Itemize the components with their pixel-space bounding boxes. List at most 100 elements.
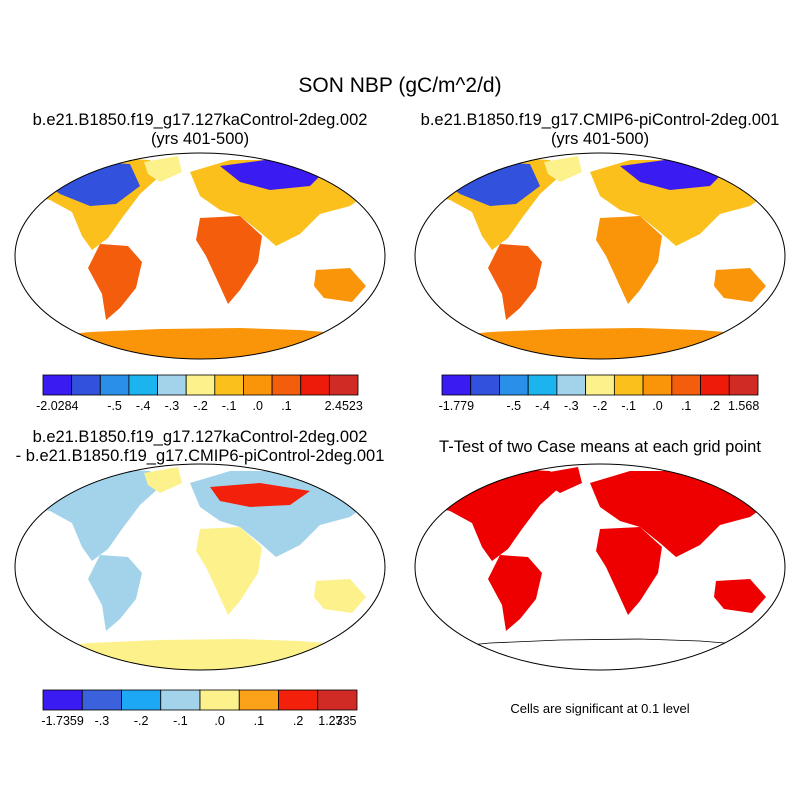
antarctica-outline [449,638,776,658]
colorbar-label: -.4 [136,399,151,413]
colorbar-panel-1: -2.0284 -.5 -.4 -.3 -.2 -.1 .0 .1 2.4523 [36,374,363,413]
colorbar-box [700,374,730,396]
colorbar-box [470,374,500,396]
colorbar-label: -.5 [107,399,122,413]
colorbar-label: .1 [281,399,291,413]
map-panel-2 [414,152,786,360]
panel-1-case-name: b.e21.B1850.f19_g17.127kaControl-2deg.00… [32,111,368,129]
panel-1-title: b.e21.B1850.f19_g17.127kaControl-2deg.00… [0,111,400,149]
colorbar-label: .1 [681,399,691,413]
greenland-shape [144,156,182,182]
significance-note: Cells are significant at 0.1 level [510,701,690,716]
australia-shape [714,579,766,613]
panel-3-case-name: b.e21.B1850.f19_g17.127kaControl-2deg.00… [32,428,368,446]
greenland-shape [544,467,582,493]
map-outline [14,463,386,671]
panel-3-title: b.e21.B1850.f19_g17.127kaControl-2deg.00… [0,428,400,466]
colorbar-box [81,689,122,711]
figure-title: SON NBP (gC/m^2/d) [298,74,502,97]
colorbar-box [585,374,615,396]
africa-shape [596,527,662,615]
map-outline [414,463,786,671]
colorbar-box [527,374,558,396]
colorbar-box [238,689,279,711]
colorbar-box [214,374,244,396]
africa-shape [196,527,262,615]
panel-2-case-name: b.e21.B1850.f19_g17.CMIP6-piControl-2deg… [420,111,780,129]
colorbar-label: -.3 [564,399,579,413]
colorbar-label: -.2 [134,714,149,728]
map-outline [414,152,786,360]
colorbar-box [441,374,472,396]
colorbar-box [671,374,701,396]
colorbar-label: .0 [214,714,224,728]
colorbar-box [199,689,240,711]
colorbar-box [499,374,529,396]
colorbar-box [300,374,330,396]
colorbar-label: .0 [253,399,263,413]
colorbar-box [278,689,319,711]
eurasia-shape [590,160,772,246]
colorbar-label: -.5 [507,399,522,413]
colorbar-label: -.4 [535,399,550,413]
panel-1-years: (yrs 401-500) [150,130,250,148]
south-america-shape [88,555,142,631]
map-outline [14,152,386,360]
colorbar-box [99,374,130,396]
colorbar-label: -.3 [165,399,180,413]
colorbar-label: 2.4523 [325,399,363,413]
colorbar-label: -.1 [173,714,188,728]
panel-3-minus-case: - b.e21.B1850.f19_g17.CMIP6-piControl-2d… [15,447,385,465]
south-america-shape [488,244,542,320]
colorbar-label: .2 [710,399,720,413]
north-america-shape [430,469,560,561]
africa-shape [596,216,662,304]
colorbar-label: 1.2735 [318,714,356,728]
eurasia-shape [590,471,772,557]
colorbar-box [613,374,644,396]
colorbar-label: -.3 [95,714,110,728]
greenland-shape [144,467,182,493]
panel-2-years: (yrs 401-500) [550,130,650,148]
colorbar-label: -2.0284 [36,399,78,413]
colorbar-label: .2 [293,714,303,728]
south-america-shape [88,244,142,320]
colorbar-panel-3: -1.7359 -.3 -.2 -.1 .0 .1 .2 .31.2735 [41,689,358,728]
colorbar-label: -1.7359 [41,714,83,728]
colorbar-box [42,374,73,396]
colorbar-box [328,374,359,396]
colorbar-box [271,374,302,396]
colorbar-label: -.1 [621,399,636,413]
south-america-shape [488,555,542,631]
colorbar-label: .0 [652,399,662,413]
map-panel-4 [414,463,786,671]
colorbar-label: 1.568 [728,399,759,413]
africa-shape [196,216,262,304]
colorbar-box [157,374,187,396]
colorbar-label: .3 [332,714,342,728]
colorbar-box [121,689,162,711]
colorbar-box [128,374,158,396]
australia-shape [314,268,366,302]
colorbar-box [728,374,759,396]
north-america-shape [30,469,160,561]
panel-4-title: T-Test of two Case means at each grid po… [439,438,761,456]
colorbar-label: -.2 [193,399,208,413]
colorbar-label: -.1 [222,399,237,413]
colorbar-panel-2: -1.779 -.5 -.4 -.3 -.2 -.1 .0 .1 .2 1.568 [439,374,759,413]
colorbar-box [556,374,587,396]
greenland-shape [544,156,582,182]
map-panel-1 [14,152,386,360]
panel-2-title: b.e21.B1850.f19_g17.CMIP6-piControl-2deg… [400,111,800,149]
eurasia-shape [190,160,372,246]
colorbar-label: -1.779 [439,399,474,413]
colorbar-box [243,374,273,396]
colorbar-box [317,689,358,711]
colorbar-box [42,689,83,711]
colorbar-box [160,689,201,711]
australia-shape [314,579,366,613]
colorbar-box [185,374,216,396]
map-panel-3 [14,463,386,671]
eurasia-warm [210,483,310,507]
